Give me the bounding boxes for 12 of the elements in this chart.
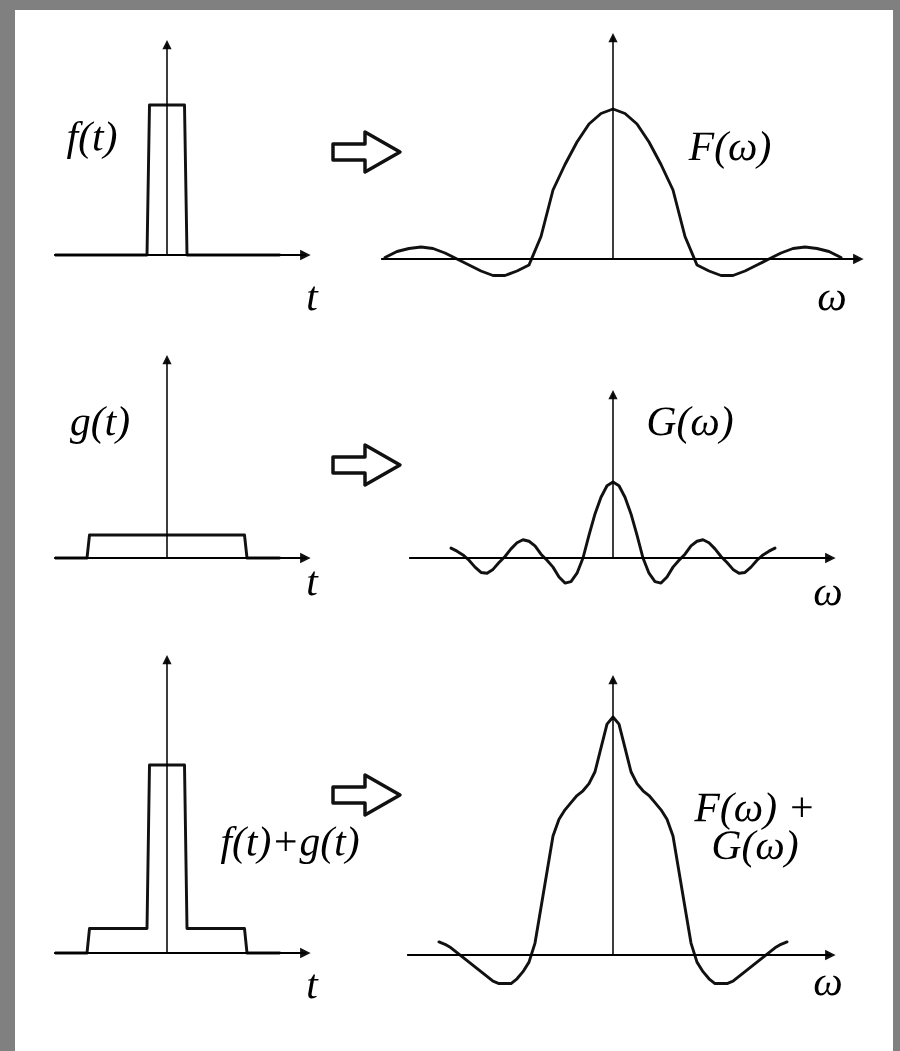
- x-axis-title: ω: [814, 585, 841, 606]
- x-axis-title: ω: [814, 975, 841, 996]
- y-axis-title: g(t): [69, 406, 129, 444]
- y-axis-title: f(t)+g(t): [220, 825, 359, 865]
- y-axis-title: F(ω): [688, 131, 771, 169]
- y-axis-title: f(t): [67, 120, 117, 160]
- x-axis-title: t: [308, 571, 319, 596]
- x-axis-title: ω: [818, 290, 845, 311]
- y-axis-title: F(ω) + G(ω): [694, 792, 812, 868]
- x-axis-title: t: [308, 286, 319, 311]
- y-axis-title: G(ω): [648, 406, 733, 444]
- x-axis-title: t: [308, 974, 319, 999]
